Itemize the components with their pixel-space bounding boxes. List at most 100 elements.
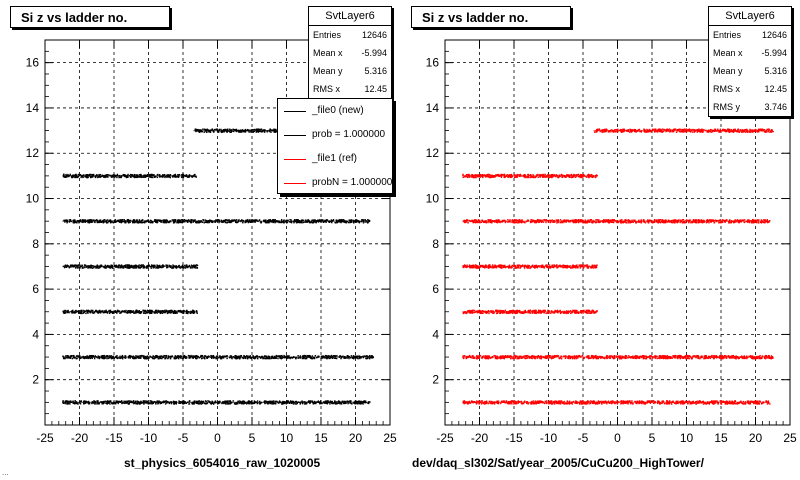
data-point <box>148 221 151 223</box>
data-point <box>286 402 289 404</box>
data-point <box>155 309 158 312</box>
data-point <box>295 219 297 221</box>
data-point <box>170 311 172 314</box>
data-point <box>191 219 193 222</box>
data-point <box>267 221 269 224</box>
data-point <box>217 131 220 133</box>
data-point <box>358 357 361 359</box>
data-point <box>530 403 532 405</box>
data-point <box>267 355 270 357</box>
data-point <box>211 128 213 130</box>
data-point <box>196 402 199 405</box>
data-point <box>90 264 93 267</box>
data-point <box>221 130 223 133</box>
data-point <box>290 219 292 221</box>
data-point <box>255 355 258 357</box>
data-point <box>247 355 249 357</box>
data-point <box>284 357 286 359</box>
data-point <box>63 310 65 312</box>
data-point <box>216 355 219 357</box>
data-point <box>72 355 75 357</box>
data-point <box>176 312 178 314</box>
data-point <box>301 402 304 404</box>
data-point <box>191 403 194 405</box>
data-point <box>201 400 204 403</box>
data-point <box>75 176 77 179</box>
data-point <box>212 357 215 359</box>
data-point <box>263 219 265 221</box>
data-point <box>106 357 108 360</box>
data-point <box>265 219 267 221</box>
data-point <box>78 174 80 176</box>
data-point <box>343 400 346 403</box>
data-point <box>92 402 95 404</box>
data-point <box>228 221 231 223</box>
data-point <box>79 264 81 266</box>
data-point <box>64 310 67 312</box>
data-point <box>281 357 283 359</box>
data-point <box>140 266 142 268</box>
data-point <box>242 219 244 222</box>
left-stats-name: SvtLayer6 <box>309 7 391 26</box>
data-point <box>229 403 231 405</box>
data-point <box>72 400 74 403</box>
data-point <box>257 128 259 130</box>
data-point <box>180 311 183 314</box>
data-point <box>104 176 106 179</box>
data-point <box>281 221 283 223</box>
data-point <box>204 128 207 131</box>
data-point <box>294 403 296 405</box>
data-point <box>303 357 306 359</box>
data-point <box>83 400 85 402</box>
data-point <box>162 264 164 266</box>
data-point <box>134 400 137 403</box>
data-point <box>104 400 107 402</box>
data-point <box>154 309 157 312</box>
data-point <box>174 176 177 178</box>
data-point <box>234 402 236 404</box>
data-point <box>605 400 607 403</box>
data-point <box>133 400 135 402</box>
data-point <box>114 310 117 312</box>
data-point <box>161 219 163 222</box>
data-point <box>224 128 226 131</box>
data-point <box>66 176 68 178</box>
data-point <box>235 221 237 224</box>
left-stats-value: 5.316 <box>364 66 387 76</box>
data-point <box>143 355 145 357</box>
data-point <box>81 312 83 315</box>
data-point <box>73 174 75 176</box>
data-point <box>133 312 135 314</box>
data-point <box>79 403 82 405</box>
x-tick-label: 10 <box>280 431 294 445</box>
data-point <box>108 312 111 315</box>
data-point <box>199 131 201 133</box>
data-point <box>164 310 166 312</box>
data-point <box>86 173 88 176</box>
data-point <box>260 130 263 133</box>
data-point <box>180 309 182 312</box>
data-point <box>256 400 259 402</box>
data-point <box>243 357 245 359</box>
data-point <box>262 130 264 133</box>
data-point <box>232 128 234 130</box>
data-point <box>111 221 113 224</box>
data-point <box>629 400 631 402</box>
data-point <box>364 221 366 223</box>
data-point <box>193 266 195 269</box>
x-tick-label: 5 <box>249 431 256 445</box>
data-point <box>98 357 101 360</box>
data-point <box>112 312 114 315</box>
data-point <box>166 312 169 315</box>
data-point <box>136 221 138 223</box>
data-point <box>253 402 255 405</box>
data-point <box>335 357 338 360</box>
data-point <box>304 402 306 405</box>
data-point <box>264 357 266 360</box>
data-point <box>178 219 180 221</box>
data-point <box>111 357 114 360</box>
data-point <box>356 355 358 357</box>
data-point <box>153 266 155 269</box>
data-point <box>272 400 274 402</box>
data-point <box>123 400 125 402</box>
